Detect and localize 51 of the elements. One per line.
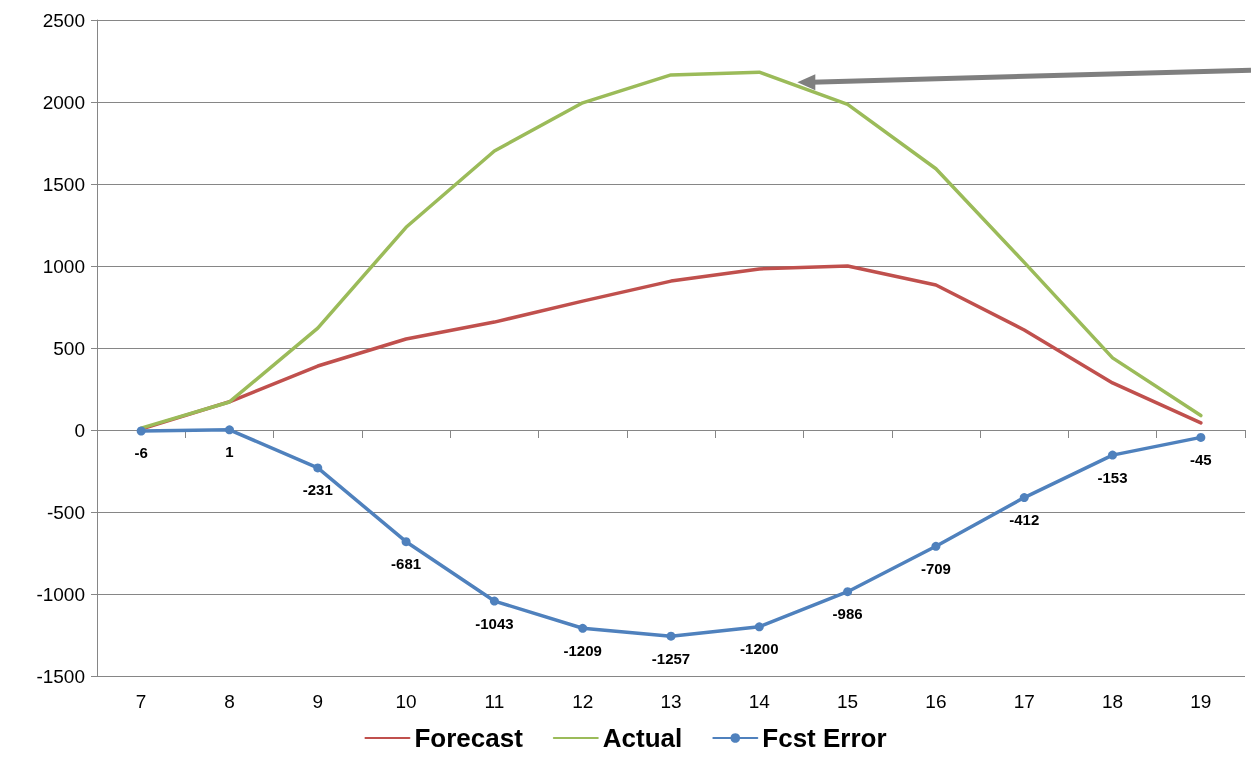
point: [578, 623, 588, 633]
data-label: -153: [1097, 468, 1128, 486]
point: [1196, 432, 1206, 442]
data-label: -1257: [651, 649, 691, 667]
x-tick-label: 13: [660, 691, 682, 712]
data-label: -709: [920, 559, 951, 577]
point: [1019, 493, 1029, 503]
point: [313, 463, 323, 473]
point: [931, 541, 941, 551]
point: [401, 537, 411, 547]
x-tick-label: 14: [748, 691, 771, 712]
data-label: -1209: [563, 641, 602, 659]
point: [224, 425, 234, 435]
x-tick-label: 8: [224, 691, 235, 712]
x-tick-label: 12: [572, 691, 594, 712]
x-tick-label: 18: [1101, 691, 1124, 712]
data-label: -231: [302, 481, 333, 499]
point: [754, 622, 764, 632]
data-label: -6: [134, 444, 148, 462]
y-tick-label: 1500: [42, 173, 85, 195]
legend-label: Fcst Error: [762, 723, 887, 753]
y-tick-label: -500: [46, 501, 85, 523]
y-tick-label: 2000: [42, 91, 85, 113]
x-tick-label: 11: [484, 691, 505, 712]
legend-label: Forecast: [414, 723, 524, 753]
x-tick-label: 10: [395, 691, 417, 712]
x-tick-label: 17: [1013, 691, 1035, 712]
point: [1108, 450, 1118, 460]
y-tick-label: 1000: [42, 255, 85, 277]
x-tick-label: 9: [312, 691, 324, 712]
data-label: -45: [1190, 450, 1212, 468]
x-tick-label: 16: [925, 691, 947, 712]
x-tick-label: 7: [135, 691, 147, 712]
data-label: -412: [1009, 511, 1040, 529]
data-label: -681: [391, 555, 422, 573]
legend-label: Actual: [602, 723, 683, 753]
y-tick-label: 0: [74, 419, 85, 441]
y-tick-label: 2500: [42, 9, 85, 31]
data-label: -1043: [475, 614, 514, 632]
data-label: 1: [225, 443, 234, 461]
point: [666, 631, 676, 641]
x-tick-label: 19: [1190, 691, 1212, 712]
point: [489, 596, 499, 606]
y-tick-label: 500: [53, 337, 85, 359]
x-tick-label: 15: [837, 691, 859, 712]
y-tick-label: -1000: [36, 583, 85, 605]
point: [843, 587, 853, 597]
data-label: -1200: [740, 640, 779, 658]
y-tick-label: -1500: [36, 665, 85, 687]
point: [136, 426, 146, 436]
data-label: -986: [832, 605, 863, 623]
